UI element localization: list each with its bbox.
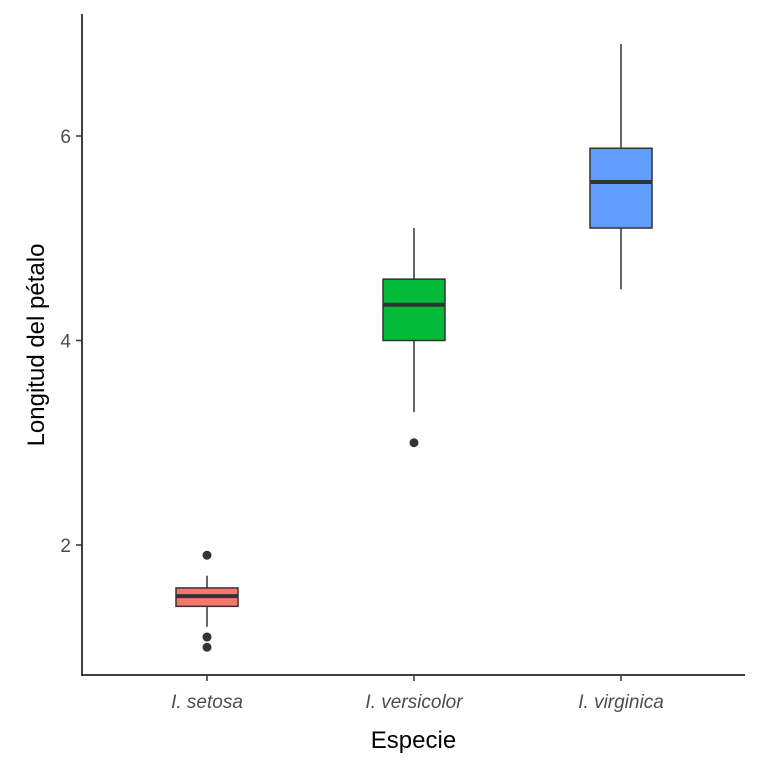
- box-iqr: [382, 278, 446, 342]
- x-tick-label: I. setosa: [171, 692, 243, 713]
- y-tick-label: 2: [60, 536, 71, 557]
- x-axis-title: Especie: [371, 727, 456, 754]
- box-iqr: [589, 147, 653, 229]
- boxes: [175, 43, 653, 652]
- y-tick-label: 6: [60, 127, 71, 148]
- outlier-point: [409, 438, 419, 448]
- outlier-point: [202, 642, 212, 652]
- box-1: [175, 550, 239, 652]
- y-tick-label: 4: [60, 332, 71, 353]
- box-3: [589, 43, 653, 290]
- x-ticks: I. setosa I. versicolor I. virginica: [171, 675, 664, 713]
- outlier-point: [202, 632, 212, 642]
- outlier-point: [202, 550, 212, 560]
- y-axis-title: Longitud del pétalo: [23, 244, 50, 447]
- x-tick-label: I. virginica: [578, 692, 664, 713]
- y-ticks: 2 4 6: [60, 127, 82, 557]
- box-2: [382, 228, 446, 448]
- x-tick-label: I. versicolor: [365, 692, 463, 713]
